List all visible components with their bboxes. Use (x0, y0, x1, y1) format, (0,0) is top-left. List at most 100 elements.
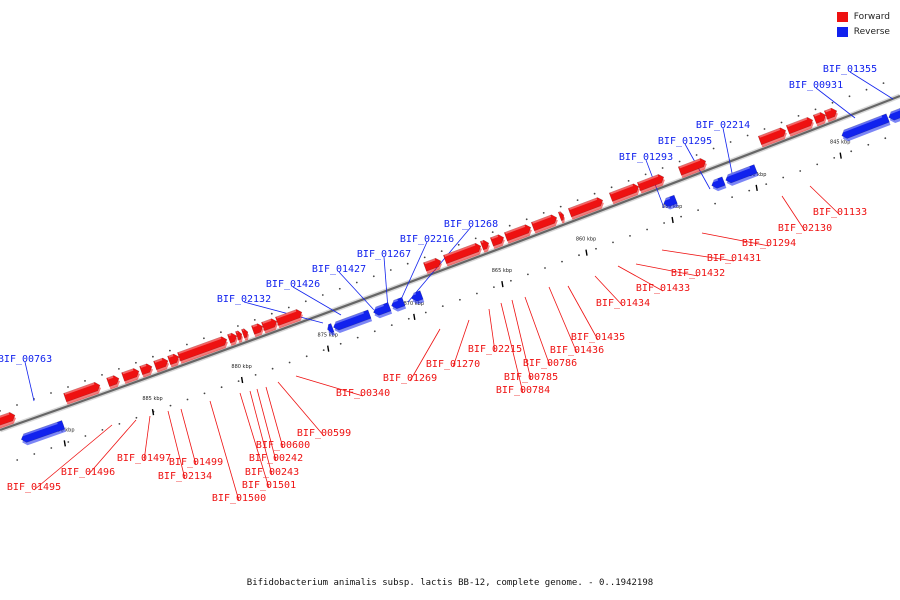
kbp-tick-mark (151, 408, 155, 416)
gene-highlight (505, 224, 526, 235)
gene-label: BIF_01293 (619, 152, 673, 163)
kbp-tick-mark (413, 313, 416, 321)
forward-gene (251, 323, 264, 338)
gene-label: BIF_01294 (742, 238, 796, 249)
ruler-dot (287, 306, 290, 309)
ruler-dot (186, 398, 189, 401)
reverse-gene (725, 164, 759, 186)
ruler-dot (697, 209, 699, 212)
gene-highlight (262, 318, 272, 324)
leader-line (617, 265, 664, 292)
leader-line (256, 388, 277, 462)
forward-gene (757, 127, 787, 148)
gene-body (227, 332, 238, 344)
ruler-dot (712, 147, 715, 150)
gene-body (139, 363, 153, 376)
gene-body (391, 296, 406, 310)
leader-line (398, 241, 428, 305)
leader-line (567, 285, 599, 341)
gene-body (167, 353, 180, 366)
ruler-dot (491, 231, 494, 234)
gene-label: BIF_00340 (336, 388, 390, 399)
leader-line (143, 415, 151, 462)
gene-label: BIF_00599 (297, 428, 351, 439)
ruler-dot (407, 317, 410, 320)
ruler-dot (237, 380, 240, 382)
gene-highlight (444, 243, 476, 257)
reverse-gene (410, 290, 425, 305)
ruler-dot (220, 331, 222, 334)
ruler-dot (101, 429, 104, 431)
ruler-dot (169, 349, 171, 352)
gene-body (725, 164, 758, 184)
gene-body (63, 382, 101, 403)
ruler-dot (423, 256, 426, 259)
gene-highlight (122, 368, 134, 375)
forward-gene (503, 224, 532, 244)
gene-body (235, 330, 243, 341)
gene-label: BIF_01427 (312, 264, 366, 275)
gene-highlight (814, 112, 821, 117)
gene-highlight (410, 292, 417, 296)
leader-line (781, 195, 806, 232)
ruler-dot (814, 108, 817, 111)
ruler-dot (304, 300, 307, 303)
ruler-dot (816, 163, 819, 166)
ruler-dot (186, 343, 188, 346)
gene-label: BIF_01355 (823, 64, 877, 75)
ruler-dot (321, 294, 324, 296)
reverse-gene (326, 323, 336, 336)
kbp-tick-mark (327, 345, 330, 352)
leader-line (167, 410, 186, 480)
ruler-dot (695, 154, 698, 156)
ruler-dot (748, 189, 751, 192)
reverse-gene (332, 309, 373, 333)
ruler-dot (763, 128, 766, 130)
gene-label: BIF_00242 (249, 453, 303, 464)
leader-line (452, 319, 470, 368)
ruler-dot (646, 228, 648, 231)
gene-highlight (64, 382, 95, 395)
gene-body (567, 197, 604, 218)
gene-body (888, 106, 900, 121)
kbp-tick-label: 880 kbp (231, 364, 251, 370)
ruler-dot (84, 380, 86, 382)
gene-label: BIF_01432 (671, 268, 725, 279)
forward-gene (677, 158, 707, 179)
ruler-dot (355, 281, 358, 284)
ruler-dot (476, 292, 478, 295)
ruler-dot (118, 368, 120, 370)
kbp-tick-mark (839, 152, 842, 159)
ruler-dot (322, 349, 325, 351)
ruler-dot (578, 254, 580, 257)
ruler-dot (16, 459, 19, 461)
gene-label: BIF_01497 (117, 453, 171, 464)
kbp-tick: 880 kbp (231, 364, 252, 384)
gene-highlight (154, 358, 163, 363)
ruler-dot (663, 222, 665, 224)
ruler-dot (390, 324, 393, 326)
forward-gene (489, 234, 505, 249)
ruler-dot (882, 82, 885, 84)
gene-label: BIF_00763 (0, 354, 52, 365)
kbp-tick-mark (240, 376, 244, 384)
ruler-dot (220, 386, 223, 389)
gene-body (677, 158, 707, 176)
gene-label: BIF_01269 (383, 373, 437, 384)
ruler-dot (729, 141, 732, 143)
gene-highlight (0, 412, 10, 419)
forward-gene (241, 328, 249, 341)
ruler-dot (237, 325, 239, 327)
gene-label: BIF_01268 (444, 219, 498, 230)
gene-highlight (168, 354, 174, 358)
gene-body (275, 309, 303, 326)
ruler-dot (203, 337, 205, 340)
gene-label: BIF_02130 (778, 223, 832, 234)
forward-gene (139, 363, 154, 378)
kbp-tick-label: 875 kbp (318, 333, 338, 339)
reverse-gene (888, 106, 900, 124)
gene-highlight (228, 333, 232, 337)
kbp-tick-mark (671, 216, 674, 224)
